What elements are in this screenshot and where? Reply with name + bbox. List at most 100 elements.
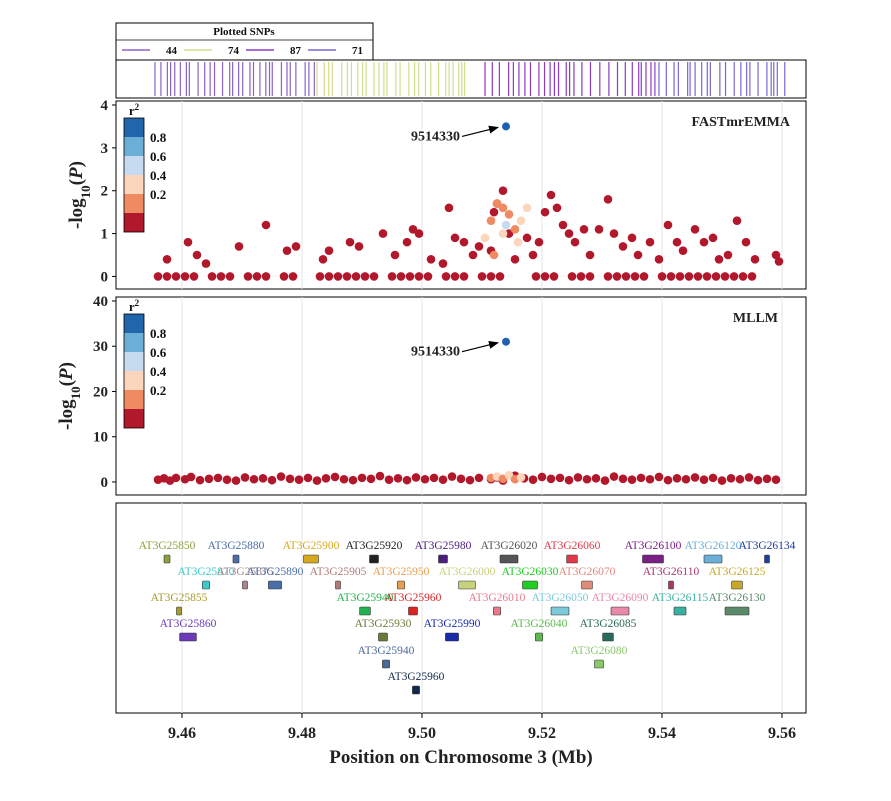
r2-legend-frame [123,313,145,429]
snp-point [333,272,343,281]
snp-point [528,250,538,260]
gene-box [202,580,210,590]
gene-box [673,606,687,616]
snp-point [573,473,583,482]
gene-label: AT3G25890 [247,566,304,578]
snp-point [621,272,631,281]
snp-point [600,476,610,485]
snp-point [183,237,193,247]
panel-method-name: MLLM [733,311,778,326]
y-tick-label: 30 [93,339,108,355]
gene-label: AT3G25990 [424,618,481,630]
snp-point [303,473,313,483]
snp-point [339,474,349,484]
snp-point [360,272,370,281]
snp-point [351,272,361,281]
snp-point [735,474,745,484]
gene-box [303,554,319,564]
snp-point [504,229,514,238]
snp-point [510,254,520,264]
snp-point [771,250,781,260]
snp-point [585,272,595,281]
snp-point [750,254,760,264]
snp-point [294,475,304,484]
r2-legend-swatch [124,352,144,371]
snp-point [618,242,628,251]
snp-point [411,473,421,482]
snp-point [663,220,673,230]
gene-box [566,554,578,564]
y-tick-label: 10 [93,430,108,446]
snp-point [231,476,241,485]
snp-point-ld [489,250,499,260]
snp-point-ld [492,199,502,208]
lead-snp-label: 9514330 [411,345,460,360]
gene-label: AT3G26030 [502,566,559,578]
panel-fastmremma: 0 1 2 3 4 -log10(P) r2 0.8 0.6 0.4 0.2 9514330 FASTm… [66,98,807,290]
r2-legend-label: 0.8 [150,130,167,145]
gene-label: AT3G25875 [217,566,274,578]
gene-label: AT3G26085 [580,618,637,630]
lead-snp-arrow [461,341,499,353]
snp-point [552,203,562,213]
snp-point [570,237,580,247]
gene-box [581,580,593,590]
snp-legend-count: 44 [166,45,178,57]
snp-legend-count: 87 [290,45,302,57]
snp-point [738,272,748,281]
snp-point [468,250,478,260]
snp-legend-count: 71 [352,45,363,57]
snp-point [558,220,568,230]
snp-point [498,186,508,196]
r2-legend-label: 0.6 [150,345,167,360]
snp-point [207,272,217,281]
snp-point [447,472,457,481]
gene-box [493,606,501,616]
y-tick-label: 20 [93,384,108,400]
snp-point [162,272,172,281]
gene-box [731,580,743,590]
gene-box [594,659,604,669]
gene-box [369,554,379,564]
gene-label: AT3G26020 [481,540,538,552]
x-axis-label: Position on Chromosome 3 (Mb) [329,747,593,768]
snp-point [378,229,388,238]
y-axis-label: -log10(P) [66,161,93,229]
snp-point [180,272,190,281]
snp-point [753,475,763,485]
panel-mllm: 0 10 20 30 40 -log10(P) r2 0.8 0.6 0.4 0.2 9514330 M… [56,294,807,496]
snp-point [438,259,448,268]
gene-box [610,606,630,616]
snp-point [450,233,460,243]
snp-point [324,272,334,281]
snp-point [204,474,214,484]
snp-point [162,254,172,264]
gene-label: AT3G25940 [358,645,415,657]
snp-point-ld [486,216,496,226]
snp-point [288,272,298,281]
snp-point [546,190,556,200]
r2-legend-swatch [124,314,144,333]
gene-label: AT3G25980 [415,540,472,552]
gene-label: AT3G25900 [283,540,340,552]
r2-legend-label: 0.6 [150,149,167,164]
snp-point [465,475,475,485]
snp-point [591,474,601,483]
snp-point-ld [516,473,526,482]
panel-frame [115,296,807,496]
snp-point [321,474,331,483]
r2-legend-label: 0.4 [150,364,167,379]
snp-point [546,474,556,484]
snp-point [555,473,565,483]
gene-box [412,685,420,695]
snp-point [348,475,358,485]
snp-point [603,194,613,204]
snp-point [693,272,703,281]
snp-point [582,474,592,484]
gene-box [359,606,371,616]
r2-legend-frame [123,117,145,233]
snp-point [732,216,742,226]
snp-point [672,237,682,247]
gene-label: AT3G25880 [208,540,265,552]
